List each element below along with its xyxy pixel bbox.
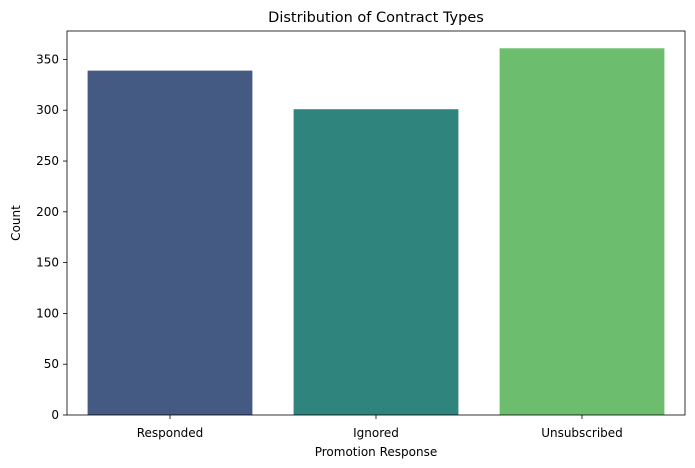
y-tick-label: 350 [36,52,59,66]
y-tick-label: 150 [36,256,59,270]
y-axis-ticks: 0 50 100 150 200 250 300 350 [36,52,67,422]
plot-frame [66,30,686,416]
x-tick-label: Unsubscribed [541,426,623,440]
bar-ignored [293,109,459,415]
x-axis-label: Promotion Response [315,445,438,459]
y-tick-label: 300 [36,103,59,117]
bar-unsubscribed [499,48,665,416]
y-tick-label: 200 [36,205,59,219]
bars-group [87,48,665,416]
chart-title: Distribution of Contract Types [268,10,484,26]
x-tick-label: Ignored [353,426,399,440]
bar-responded [87,70,253,415]
x-axis-ticks: Responded Ignored Unsubscribed [137,415,623,440]
y-tick-label: 0 [51,408,59,422]
y-tick-label: 250 [36,154,59,168]
x-tick-label: Responded [137,426,204,440]
y-tick-label: 100 [36,306,59,320]
y-axis-label: Count [9,205,23,241]
y-tick-label: 50 [44,357,59,371]
